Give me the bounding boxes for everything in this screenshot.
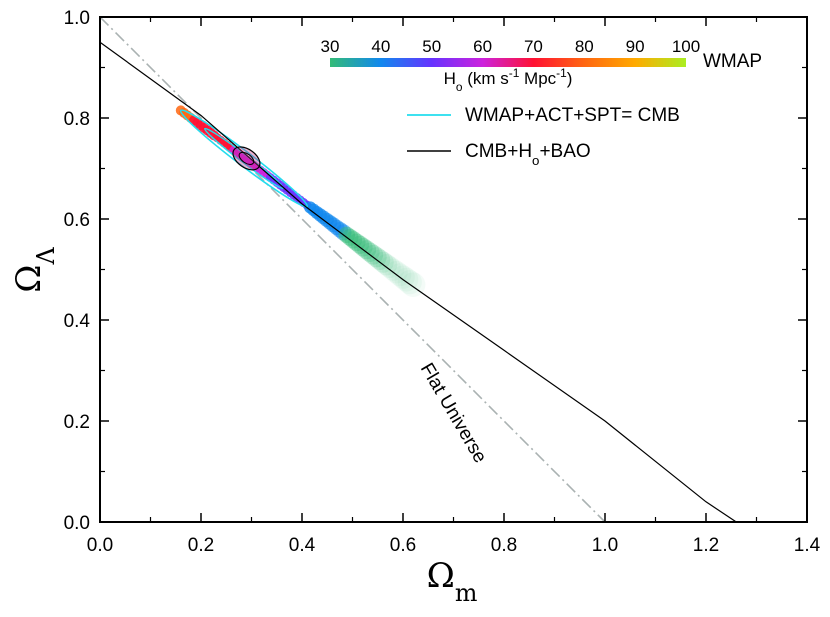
colorbar-label: Ho (km s-1 Mpc-1) — [444, 66, 573, 94]
y-tick-label: 0.2 — [64, 412, 90, 433]
colorbar-tick-label: 100 — [672, 37, 700, 56]
x-tick-label: 0.4 — [289, 535, 316, 556]
x-tick-label: 0.0 — [87, 535, 113, 556]
x-tick-label: 1.2 — [693, 535, 719, 556]
x-tick-label: 0.2 — [188, 535, 214, 556]
x-tick-label: 0.6 — [390, 535, 416, 556]
legend-label-cmb: WMAP+ACT+SPT= CMB — [465, 105, 680, 126]
wmap-band-point — [354, 238, 373, 257]
x-tick-label: 1.0 — [592, 535, 618, 556]
wmap-band-point — [375, 254, 398, 276]
axis-titles: Ωm ΩΛ — [9, 246, 477, 607]
wmap-band-point — [341, 228, 359, 246]
y-tick-label: 0.8 — [64, 109, 90, 130]
cmb-ho-bao-contour-inner — [238, 151, 255, 165]
wmap-band-point — [366, 247, 387, 268]
wmap-band-point — [347, 233, 366, 252]
colorbar-tick-label: 50 — [422, 37, 441, 56]
plot-clip-group — [100, 17, 737, 522]
cmb-ho-bao-contour-outer — [232, 146, 261, 171]
colorbar-dataset-label: WMAP — [703, 51, 762, 72]
x-tick-label: 0.8 — [491, 535, 517, 556]
wmap-band-point — [344, 231, 363, 249]
wmap-band-point — [382, 258, 405, 281]
wmap-band-point — [350, 235, 370, 254]
wmap-band-point — [357, 240, 377, 260]
colorbar-tick-label: 40 — [371, 37, 390, 56]
plot-area: Flat Universe — [99, 16, 808, 523]
legend-label-cmb-ho-bao: CMB+Ho+BAO — [465, 141, 591, 168]
axis-ticks: 0.0 0.2 0.4 0.6 0.8 1.0 1.2 1.4 0.0 0.2 0.4 0.6 0.8 1… — [64, 8, 821, 556]
wmap-band-point — [372, 251, 394, 273]
wmap-band-point — [335, 224, 352, 241]
y-tick-label: 1.0 — [64, 8, 90, 29]
wmap-band-point — [388, 263, 412, 287]
plot-frame — [99, 16, 808, 523]
legend: WMAP+ACT+SPT= CMB CMB+Ho+BAO — [407, 105, 680, 168]
colorbar-tick-label: 30 — [321, 37, 340, 56]
y-axis-title: ΩΛ — [9, 246, 60, 292]
x-axis-title: Ωm — [427, 556, 478, 607]
colorbar-gradient — [330, 58, 686, 67]
wmap-band-point — [360, 242, 380, 262]
wmap-band-point — [363, 244, 384, 265]
wmap-band-point — [378, 256, 401, 279]
colorbar-tick-label: 80 — [575, 37, 594, 56]
colorbar: 30 40 50 60 70 80 90 100 Ho (km s-1 Mpc-1) WMAP — [321, 37, 763, 94]
flat-universe-line — [100, 17, 606, 522]
flat-universe-annotation: Flat Universe — [416, 360, 491, 467]
colorbar-tick-label: 60 — [473, 37, 492, 56]
wmap-band-point — [338, 226, 356, 244]
wmap-band-point — [391, 265, 415, 289]
cmb-ho-bao-line — [100, 41, 737, 522]
colorbar-tick-label: 90 — [626, 37, 645, 56]
colorbar-tick-label: 70 — [524, 37, 543, 56]
y-tick-label: 0.6 — [64, 210, 90, 231]
x-tick-label: 1.4 — [794, 535, 821, 556]
wmap-band-point — [369, 249, 391, 271]
y-tick-label: 0.4 — [64, 311, 91, 332]
wmap-band-point — [385, 260, 408, 284]
y-tick-label: 0.0 — [64, 513, 90, 534]
